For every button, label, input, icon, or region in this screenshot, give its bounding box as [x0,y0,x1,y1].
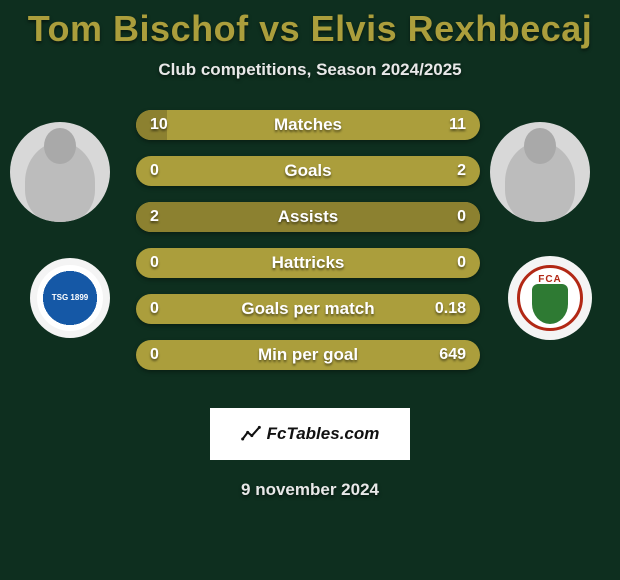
stat-value-right: 649 [439,340,466,370]
stat-value-right: 2 [457,156,466,186]
club-right-logo [508,256,592,340]
fctables-logo-icon [241,424,261,444]
date-text: 9 november 2024 [0,480,620,500]
stat-label: Min per goal [136,340,480,370]
stat-label: Goals [136,156,480,186]
person-silhouette-icon [505,142,575,222]
stat-label: Hattricks [136,248,480,278]
person-silhouette-icon [25,142,95,222]
stat-value-right: 0.18 [435,294,466,324]
club-left-logo: TSG 1899 [30,258,110,338]
watermark-text: FcTables.com [267,424,380,444]
augsburg-badge-icon [517,265,583,331]
hoffenheim-badge-icon: TSG 1899 [37,265,103,331]
page-title: Tom Bischof vs Elvis Rexhbecaj [0,0,620,50]
stat-label: Goals per match [136,294,480,324]
stat-row: 0Min per goal649 [136,340,480,370]
stat-row: 0Goals per match0.18 [136,294,480,324]
stat-label: Matches [136,110,480,140]
stat-row: 0Hattricks0 [136,248,480,278]
watermark: FcTables.com [210,408,410,460]
subtitle: Club competitions, Season 2024/2025 [0,60,620,80]
player-left-avatar [10,122,110,222]
stat-row: 10Matches11 [136,110,480,140]
club-left-abbr: TSG 1899 [52,294,88,302]
stat-value-right: 0 [457,248,466,278]
comparison-panel: TSG 1899 10Matches110Goals22Assists00Hat… [0,110,620,390]
stat-value-right: 0 [457,202,466,232]
stat-row: 0Goals2 [136,156,480,186]
stat-row: 2Assists0 [136,202,480,232]
stat-bars: 10Matches110Goals22Assists00Hattricks00G… [136,110,480,386]
stat-value-right: 11 [449,110,466,140]
player-right-avatar [490,122,590,222]
stat-label: Assists [136,202,480,232]
